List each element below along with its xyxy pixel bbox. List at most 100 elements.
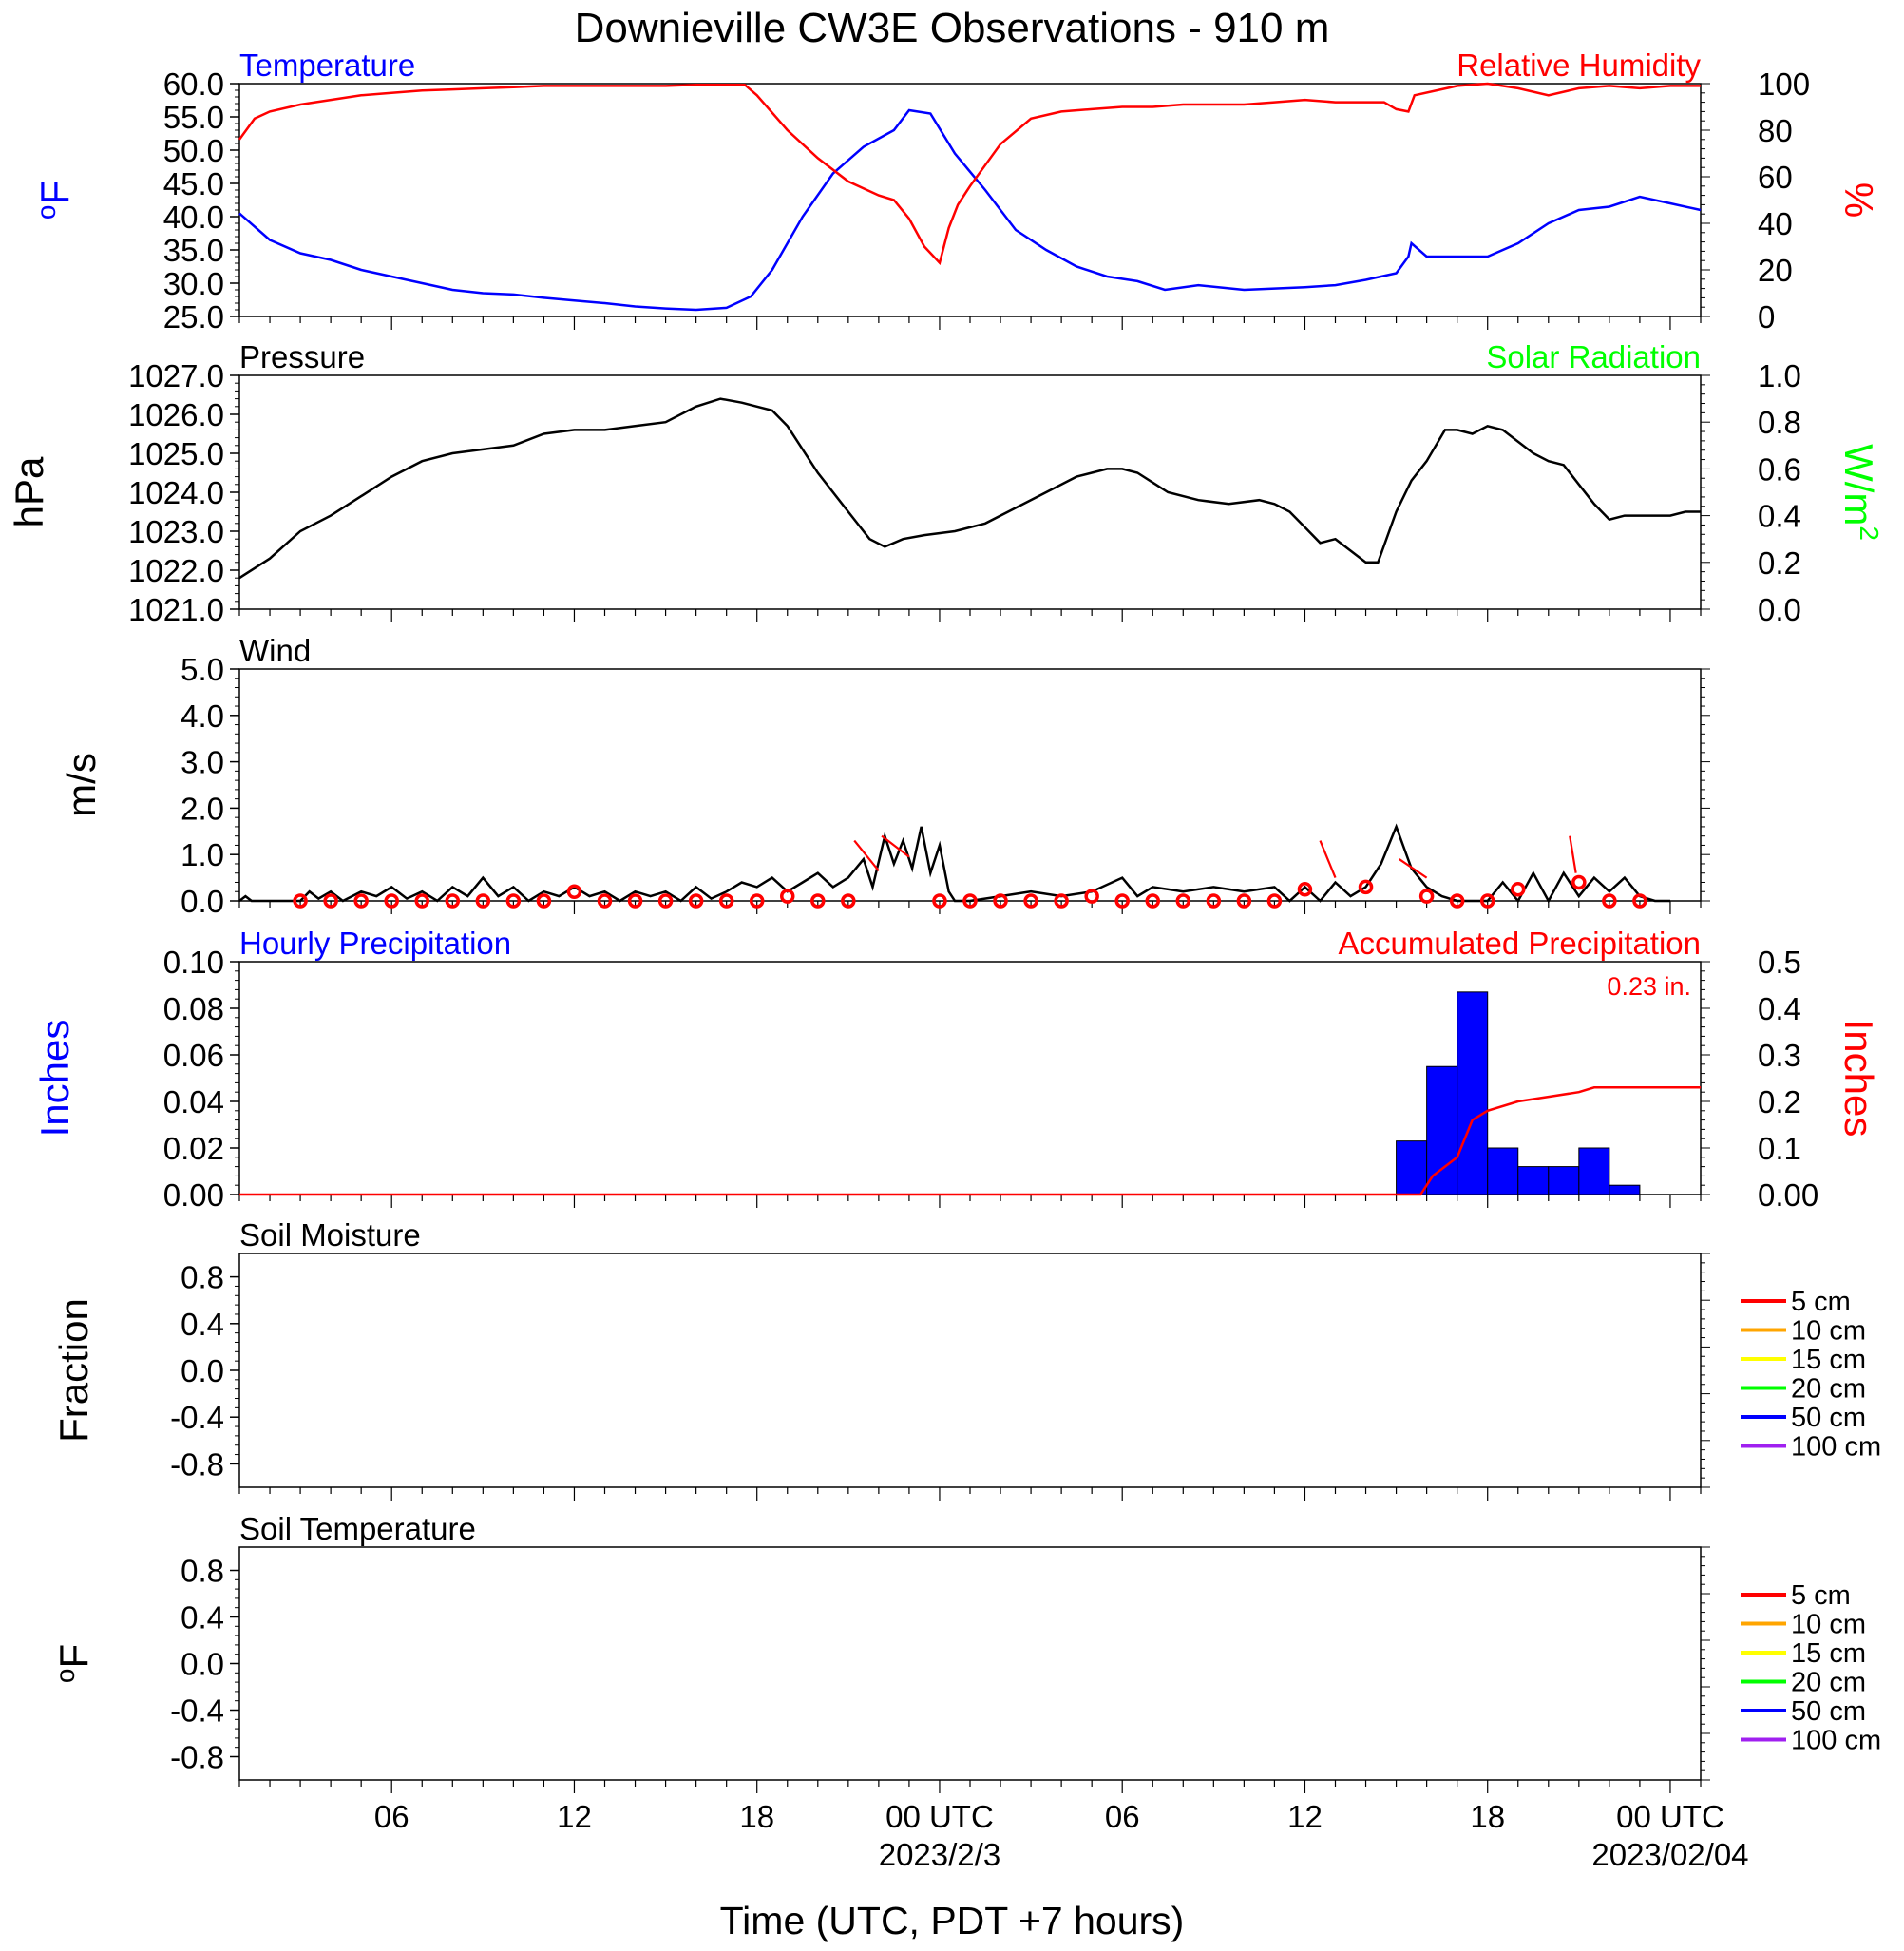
panel-frame [238,1546,1702,1781]
panel-frame [238,1253,1702,1488]
precip-bar [1396,1140,1428,1195]
panel-title-right: Solar Radiation [1486,339,1701,374]
y-axis-label-left: oF [31,181,77,220]
wind-direction-barb [1319,840,1337,879]
y-tick-label: 60.0 [163,67,224,102]
panel-title-right: Relative Humidity [1457,48,1701,83]
y-right-tick-label: 60 [1758,160,1793,195]
panel-title-right: Accumulated Precipitation [1338,926,1701,961]
wind-gust-marker [1602,893,1617,909]
y-tick-label: 4.0 [181,698,224,734]
panel-title-left: Soil Temperature [239,1511,476,1546]
wind-gust-marker [749,893,765,909]
x-tick-label: 00 UTC [1616,1799,1724,1834]
y-axis-label-left: Inches [32,1020,77,1138]
y-right-tick-label: 1.0 [1758,358,1801,393]
y-right-tick-label: 0.1 [1758,1131,1801,1166]
y-tick-label: 0.0 [181,1647,224,1682]
wind-gust-marker [993,893,1008,909]
wind-gust-marker [384,893,399,909]
y-tick-label: 0.10 [163,945,224,980]
y-right-tick-label: 0.0 [1758,592,1801,627]
y-tick-label: -0.4 [170,1400,224,1435]
wind-direction-barb [1399,858,1428,879]
x-tick-label: 12 [557,1799,592,1834]
wind-gust-marker [1084,889,1099,904]
y-tick-label: 0.0 [181,884,224,919]
y-axis-label-left: oF [50,1644,96,1683]
panel-precip: 0.00 0.02 0.04 0.06 0.08 0.10 0.00 0.1 0.2 0.3 0.4… [32,926,1881,1213]
y-tick-label: 45.0 [163,166,224,201]
wind-direction-barb [1569,835,1577,873]
y-tick-label: 0.4 [181,1600,224,1635]
panel-frame [238,668,1702,902]
legend-label: 5 cm [1791,1580,1851,1611]
y-tick-label: 40.0 [163,200,224,235]
series-line-left [238,397,1701,580]
x-tick-label: 00 UTC [885,1799,994,1834]
y-tick-label: 3.0 [181,745,224,780]
panel-title-left: Wind [239,633,311,668]
y-tick-label: 55.0 [163,100,224,135]
wind-gust-marker [1479,893,1495,909]
wind-gust-marker [597,893,613,909]
legend-label: 15 cm [1791,1638,1866,1669]
wind-gust-marker [1358,879,1374,895]
y-tick-label: 25.0 [163,299,224,335]
wind-gust-marker [1571,874,1587,890]
wind-gust-marker [1145,893,1160,909]
accumulated-precip-line [239,1086,1701,1196]
y-tick-label: 1026.0 [128,397,224,432]
x-tick-label: 06 [374,1799,409,1834]
panel-soil_moisture: -0.8 -0.4 0.0 0.4 0.8 Soil Moisture Fraction 5 … [51,1217,1881,1501]
y-axis-label-left: Fraction [51,1298,96,1443]
wind-gust-marker [293,893,308,909]
y-axis-label-right: Inches [1837,1020,1881,1138]
y-tick-label: 0.08 [163,991,224,1026]
x-tick-date-label: 2023/02/04 [1591,1837,1748,1872]
wind-gust-marker [445,893,461,909]
precip-bar [1517,1166,1550,1195]
wind-gust-marker [657,893,674,909]
chart-title: Downieville CW3E Observations - 910 m [575,5,1330,51]
legend-label: 10 cm [1791,1316,1866,1347]
wind-gust-marker [1418,889,1435,904]
x-tick-label: 06 [1105,1799,1140,1834]
wind-direction-barb [853,839,880,871]
accumulated-total-label: 0.23 in. [1607,972,1691,1001]
wind-gust-marker [810,893,826,909]
wind-gust-marker [1511,882,1526,897]
wind-gust-marker [1175,893,1191,909]
series-line-left [238,108,1702,312]
wind-gust-marker [353,893,369,909]
precip-bar [1426,1065,1458,1195]
y-tick-label: 1.0 [181,837,224,872]
panel-pressure_solar: 1021.0 1022.0 1023.0 1024.0 1025.0 1026.0 1027… [7,339,1884,627]
wind-gust-marker [932,893,947,909]
wind-gust-marker [1206,893,1222,909]
y-axis-label-left: hPa [7,456,51,527]
legend-label: 5 cm [1791,1287,1851,1317]
y-tick-label: 30.0 [163,266,224,301]
wind-gust-marker [536,893,552,909]
wind-gust-marker [323,893,338,909]
precip-bar [1548,1166,1580,1195]
y-tick-label: 0.8 [181,1260,224,1295]
legend-label: 50 cm [1791,1696,1866,1727]
y-tick-label: -0.8 [170,1740,224,1775]
precip-bar [1578,1147,1610,1195]
y-tick-label: 5.0 [181,652,224,687]
precip-bar [1609,1184,1641,1195]
panel-frame [238,374,1702,610]
wind-gust-marker [962,893,978,909]
panel-frame [238,83,1702,317]
wind-gust-marker [1449,893,1465,909]
y-tick-label: 1021.0 [128,592,224,627]
y-tick-label: 0.04 [163,1084,224,1119]
y-right-tick-label: 20 [1758,253,1793,288]
y-tick-label: 0.02 [163,1131,224,1166]
wind-gust-marker [1054,893,1069,909]
legend-label: 50 cm [1791,1403,1866,1433]
